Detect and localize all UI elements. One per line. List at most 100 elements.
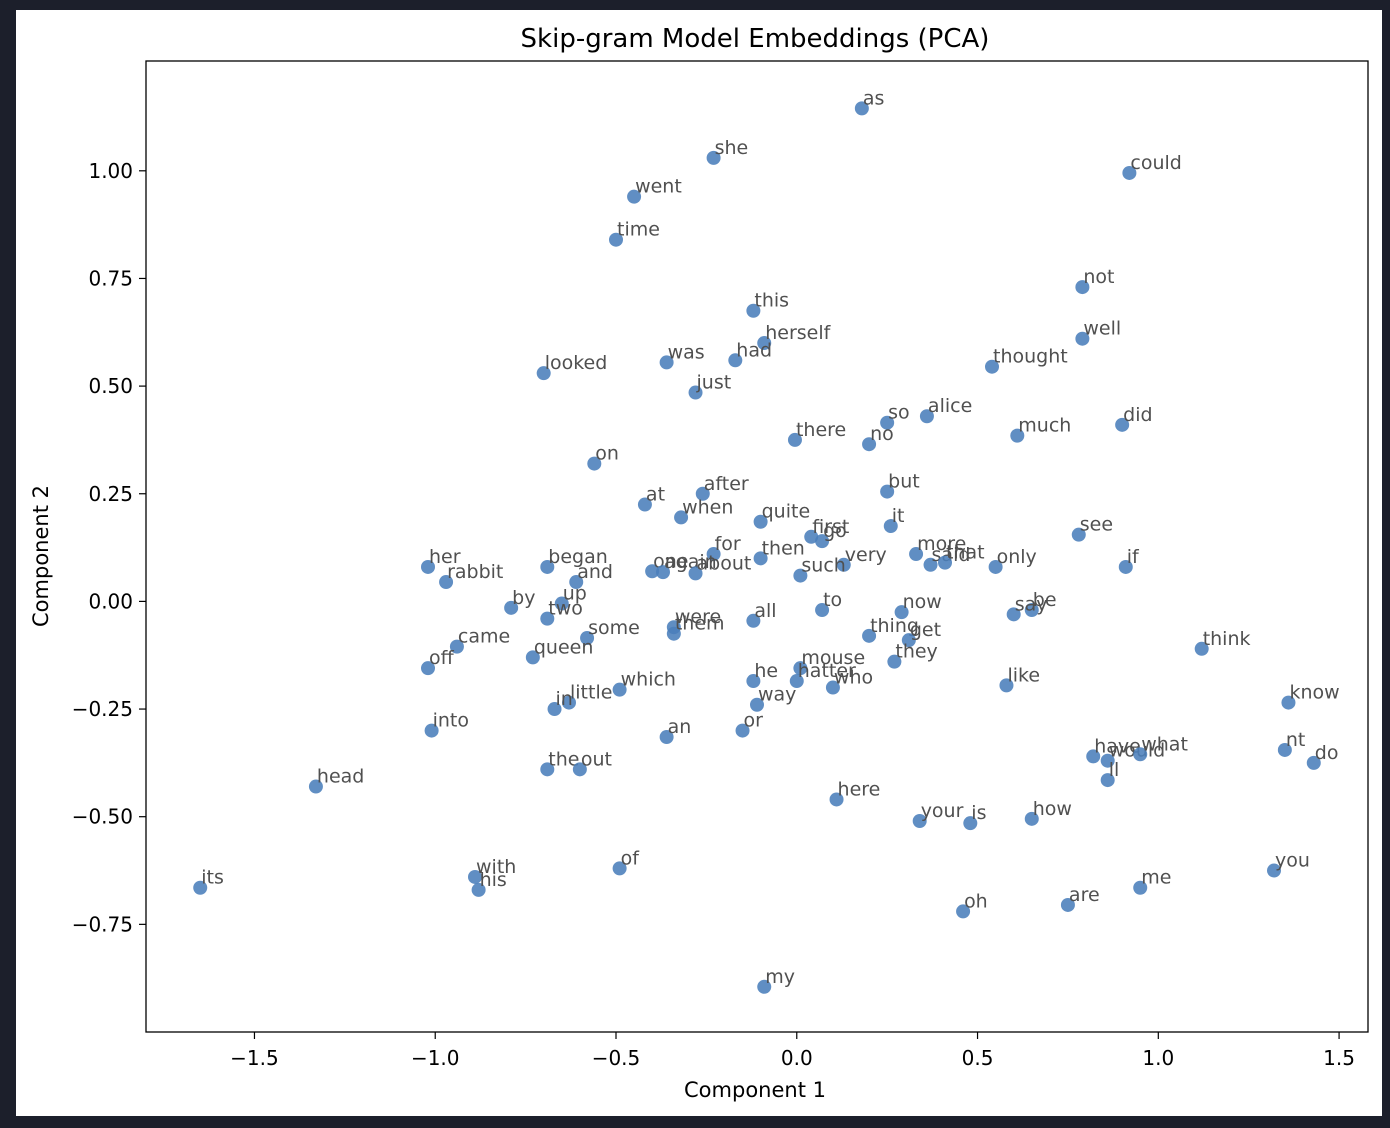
point-label: at [646, 484, 665, 506]
y-tick-label: 0.75 [88, 266, 133, 290]
data-point [919, 409, 934, 424]
point-label: he [754, 660, 778, 682]
data-point [985, 359, 999, 374]
point-label: so [888, 402, 910, 424]
point-label: when [682, 496, 733, 518]
point-label: then [762, 537, 805, 559]
point-label: they [895, 641, 937, 663]
point-label: with [476, 856, 516, 878]
data-point [956, 904, 971, 919]
y-axis-label: Component 2 [29, 485, 53, 627]
x-axis-label: Component 1 [684, 1078, 826, 1102]
point-label: the [548, 748, 579, 770]
y-tick-label: 0.50 [88, 374, 133, 398]
data-point [656, 565, 670, 580]
point-label: get [910, 619, 941, 641]
data-point [308, 779, 323, 794]
data-point [540, 611, 555, 626]
data-point [695, 486, 710, 501]
x-tick-label: 0.5 [962, 1046, 994, 1070]
point-label: came [458, 626, 510, 648]
data-point [836, 557, 851, 572]
chart-title: Skip-gram Model Embeddings (PCA) [521, 24, 990, 54]
data-point [1100, 773, 1115, 788]
point-label: of [621, 847, 641, 869]
data-point [787, 432, 802, 447]
data-point [912, 814, 927, 829]
data-point [659, 355, 674, 370]
point-label: two [548, 598, 583, 620]
x-tick-label: 0.0 [781, 1046, 813, 1070]
point-label: think [1203, 628, 1251, 650]
data-point [963, 816, 978, 831]
data-point [753, 551, 768, 566]
point-label: went [635, 176, 682, 198]
point-label: out [581, 748, 612, 770]
data-point [793, 568, 808, 583]
point-label: did [1123, 404, 1152, 426]
point-label: time [617, 219, 660, 241]
data-point [504, 600, 519, 615]
y-tick-label: −0.25 [72, 697, 133, 721]
data-point [1006, 607, 1021, 622]
point-label: her [429, 546, 461, 568]
point-label: off [429, 647, 455, 669]
data-point [1133, 747, 1148, 762]
data-point [1306, 755, 1321, 770]
data-point [612, 861, 627, 876]
data-point [562, 695, 576, 710]
point-label: well [1083, 318, 1121, 340]
data-point [1194, 641, 1209, 656]
point-label: my [765, 966, 795, 988]
x-tick-label: 1.0 [1142, 1046, 1174, 1070]
data-point [569, 575, 584, 590]
data-point [894, 605, 909, 620]
data-point [1071, 527, 1086, 542]
point-label: and [577, 561, 613, 583]
point-label: are [1069, 884, 1100, 906]
point-label: herself [765, 322, 831, 344]
data-point [757, 979, 772, 994]
point-label: which [621, 669, 676, 691]
data-point [449, 639, 464, 654]
point-label: more [917, 533, 966, 555]
data-point [735, 723, 750, 738]
point-label: me [1141, 867, 1171, 889]
point-label: that [946, 542, 985, 564]
data-point [815, 534, 830, 549]
data-point [901, 633, 916, 648]
data-point [746, 674, 761, 689]
point-label: but [888, 471, 920, 493]
point-label: as [863, 87, 885, 109]
data-point [988, 559, 1003, 574]
y-tick-label: 0.25 [88, 482, 133, 506]
data-point [746, 613, 761, 628]
data-point [1100, 753, 1115, 768]
data-point [1267, 863, 1281, 878]
data-point [862, 437, 877, 452]
data-point [688, 566, 703, 581]
data-point [627, 189, 642, 204]
data-point [909, 547, 924, 562]
data-point [728, 353, 743, 368]
data-point [525, 650, 540, 665]
scatter-chart: Skip-gram Model Embeddings (PCA) as she co… [29, 24, 1369, 1102]
data-point [750, 697, 764, 712]
data-point [609, 232, 623, 247]
point-label: not [1083, 266, 1114, 288]
data-point [1122, 165, 1137, 180]
point-label: for [715, 533, 741, 555]
point-label: here [838, 778, 881, 800]
x-tick-label: −1.0 [411, 1046, 460, 1070]
data-point [923, 557, 938, 572]
data-point [659, 730, 674, 745]
point-label: she [715, 137, 749, 159]
point-label: into [433, 710, 469, 732]
point-label: go [823, 520, 847, 542]
point-label: alice [928, 395, 972, 417]
y-tick-label: −0.75 [72, 912, 133, 936]
data-point [612, 682, 627, 697]
data-point [829, 792, 844, 807]
point-label: now [903, 591, 942, 613]
